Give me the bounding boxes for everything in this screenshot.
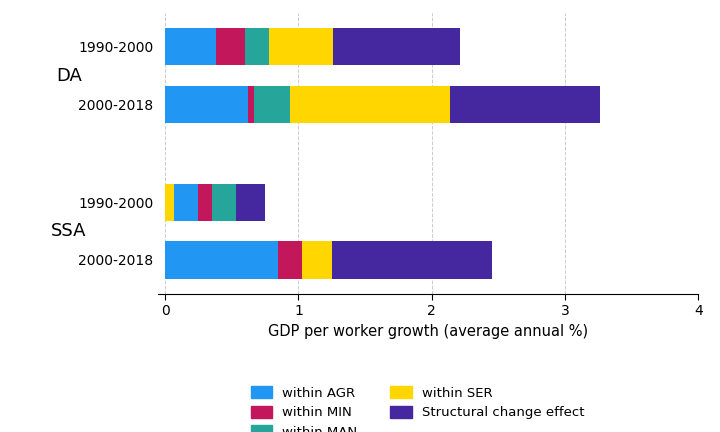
Bar: [279, 241, 302, 279]
Bar: [216, 28, 245, 65]
Bar: [332, 241, 492, 279]
Bar: [290, 86, 451, 123]
Bar: [269, 28, 333, 65]
Bar: [451, 86, 600, 123]
Text: DA: DA: [56, 67, 82, 85]
Bar: [245, 28, 269, 65]
Bar: [199, 184, 212, 221]
X-axis label: GDP per worker growth (average annual %): GDP per worker growth (average annual %): [269, 324, 588, 339]
Bar: [254, 86, 290, 123]
Bar: [248, 86, 254, 123]
Bar: [212, 184, 235, 221]
Text: SSA: SSA: [51, 222, 87, 240]
Bar: [165, 28, 216, 65]
Bar: [333, 28, 460, 65]
Bar: [165, 184, 174, 221]
Bar: [302, 241, 332, 279]
Bar: [235, 184, 265, 221]
Bar: [174, 184, 199, 221]
Bar: [165, 241, 279, 279]
Legend: within AGR, within MIN, within MAN, within SER, Structural change effect: within AGR, within MIN, within MAN, with…: [246, 381, 590, 432]
Bar: [165, 86, 248, 123]
